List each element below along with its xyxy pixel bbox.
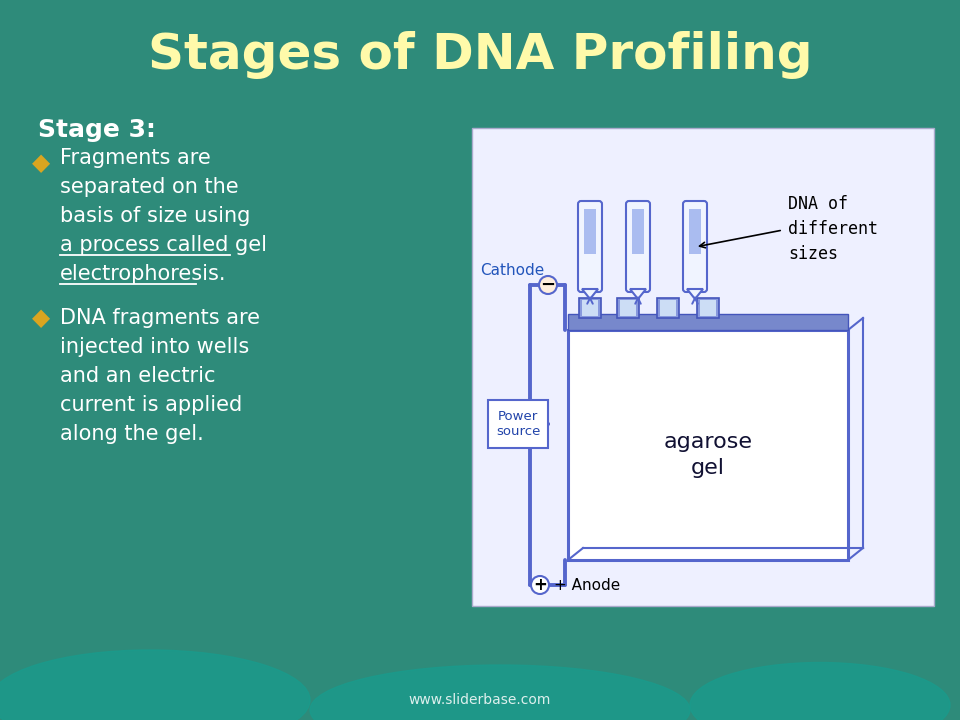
Text: separated on the: separated on the <box>60 177 239 197</box>
Polygon shape <box>630 289 646 299</box>
FancyBboxPatch shape <box>683 201 707 292</box>
Bar <box>568 314 848 330</box>
Text: DNA of
different
sizes: DNA of different sizes <box>788 195 878 263</box>
Bar <box>579 298 601 318</box>
Text: DNA fragments are: DNA fragments are <box>60 308 260 328</box>
Bar <box>488 400 548 448</box>
Ellipse shape <box>0 650 310 720</box>
Circle shape <box>531 576 549 594</box>
Bar <box>689 209 701 254</box>
Text: basis of size using: basis of size using <box>60 206 251 226</box>
Text: +: + <box>533 576 547 594</box>
Bar <box>657 298 679 318</box>
Polygon shape <box>687 289 703 299</box>
Text: agarose
gel: agarose gel <box>663 432 753 478</box>
Text: along the gel.: along the gel. <box>60 424 204 444</box>
Text: and an electric: and an electric <box>60 366 215 386</box>
Text: injected into wells: injected into wells <box>60 337 250 357</box>
Ellipse shape <box>690 662 950 720</box>
Polygon shape <box>582 289 598 299</box>
Text: ◆: ◆ <box>32 306 50 330</box>
Bar <box>472 128 934 606</box>
Text: www.sliderbase.com: www.sliderbase.com <box>409 693 551 707</box>
Text: electrophoresis.: electrophoresis. <box>60 264 227 284</box>
Bar <box>700 300 716 316</box>
Bar <box>568 330 848 560</box>
Text: −: − <box>540 276 556 294</box>
Ellipse shape <box>310 665 690 720</box>
Text: Stage 3:: Stage 3: <box>38 118 156 142</box>
Text: Cathode: Cathode <box>480 263 544 277</box>
Text: current is applied: current is applied <box>60 395 242 415</box>
Bar <box>620 300 636 316</box>
Text: Fragments are: Fragments are <box>60 148 211 168</box>
Bar <box>697 298 719 318</box>
Text: ◆: ◆ <box>32 151 50 175</box>
FancyBboxPatch shape <box>626 201 650 292</box>
Text: + Anode: + Anode <box>554 577 620 593</box>
Text: a process called gel: a process called gel <box>60 235 267 255</box>
FancyBboxPatch shape <box>578 201 602 292</box>
Text: Power
source: Power source <box>495 410 540 438</box>
Bar <box>632 209 644 254</box>
Bar <box>617 298 639 318</box>
Bar <box>582 300 598 316</box>
Bar <box>660 300 676 316</box>
Bar <box>584 209 596 254</box>
Text: Stages of DNA Profiling: Stages of DNA Profiling <box>148 31 812 79</box>
Circle shape <box>539 276 557 294</box>
